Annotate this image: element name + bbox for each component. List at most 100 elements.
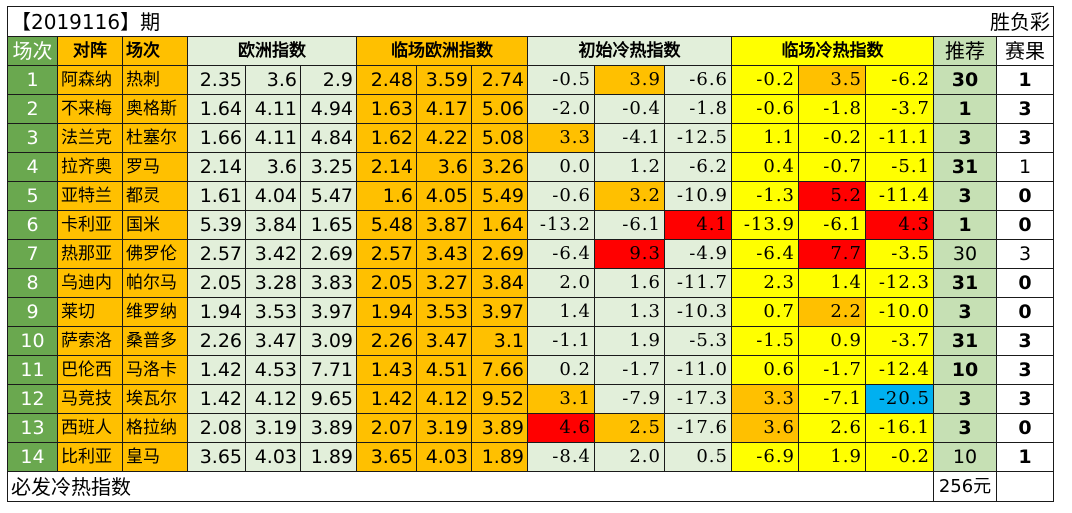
euro-odds-cell: 2.08 <box>187 413 246 443</box>
initial-hot-cell: -12.5 <box>664 123 732 153</box>
header-result: 赛果 <box>996 36 1054 66</box>
result-cell: 3 <box>996 326 1054 356</box>
live-euro-odds-cell: 4.05 <box>416 181 472 211</box>
initial-hot-cell: 3.9 <box>594 65 665 95</box>
match-index: 12 <box>7 384 58 414</box>
header-live-hot: 临场冷热指数 <box>731 36 934 66</box>
euro-odds-cell: 1.61 <box>187 181 246 211</box>
table-row: 8 乌迪内 帕尔马 2.05 3.28 3.83 2.05 3.27 3.84 2.0 1.6 -11… <box>7 268 1054 298</box>
live-euro-odds-cell: 4.22 <box>416 123 472 153</box>
live-euro-odds-cell: 1.43 <box>356 355 417 385</box>
live-euro-odds-cell: 3.1 <box>471 326 528 356</box>
live-hot-cell: -3.5 <box>865 239 934 269</box>
live-euro-odds-cell: 1.42 <box>356 384 417 414</box>
initial-hot-cell: 1.9 <box>594 326 665 356</box>
live-hot-cell: 0.4 <box>731 152 799 182</box>
initial-hot-cell: -11.0 <box>664 355 732 385</box>
live-euro-odds-cell: 2.26 <box>356 326 417 356</box>
home-team: 热那亚 <box>57 239 123 269</box>
initial-hot-cell: 4.6 <box>527 413 595 443</box>
initial-hot-cell: 0.0 <box>527 152 595 182</box>
home-team: 亚特兰 <box>57 181 123 211</box>
live-euro-odds-cell: 3.43 <box>416 239 472 269</box>
result-cell: 1 <box>996 152 1054 182</box>
initial-hot-cell: -17.3 <box>664 384 732 414</box>
live-hot-cell: 1.9 <box>798 442 866 472</box>
euro-odds-cell: 1.42 <box>187 355 246 385</box>
match-index: 13 <box>7 413 58 443</box>
recommend-cell: 31 <box>933 152 997 182</box>
away-team: 马洛卡 <box>122 355 188 385</box>
away-team: 罗马 <box>122 152 188 182</box>
initial-hot-cell: -8.4 <box>527 442 595 472</box>
result-cell: 3 <box>996 94 1054 124</box>
initial-hot-cell: -13.2 <box>527 210 595 240</box>
initial-hot-cell: -5.3 <box>664 326 732 356</box>
result-cell: 3 <box>996 239 1054 269</box>
euro-odds-cell: 4.84 <box>300 123 357 153</box>
euro-odds-cell: 3.42 <box>245 239 301 269</box>
home-team: 马竞技 <box>57 384 123 414</box>
live-euro-odds-cell: 2.14 <box>356 152 417 182</box>
euro-odds-cell: 4.11 <box>245 94 301 124</box>
lottery-name: 胜负彩 <box>933 6 1054 37</box>
result-cell: 0 <box>996 268 1054 298</box>
live-hot-cell: -16.1 <box>865 413 934 443</box>
footer-blank <box>996 471 1054 502</box>
home-team: 阿森纳 <box>57 65 123 95</box>
table-row: 11 巴伦西 马洛卡 1.42 4.53 7.71 1.43 4.51 7.66 0.2 -1.7-… <box>7 355 1054 385</box>
live-euro-odds-cell: 2.05 <box>356 268 417 298</box>
result-cell: 0 <box>996 297 1054 327</box>
header-index: 场次 <box>7 36 58 66</box>
euro-odds-cell: 4.03 <box>245 442 301 472</box>
live-hot-cell: -1.7 <box>798 355 866 385</box>
live-hot-cell: -0.6 <box>731 94 799 124</box>
live-hot-cell: -0.2 <box>865 442 934 472</box>
live-euro-odds-cell: 3.27 <box>416 268 472 298</box>
initial-hot-cell: -10.3 <box>664 297 732 327</box>
live-euro-odds-cell: 4.17 <box>416 94 472 124</box>
live-euro-odds-cell: 1.64 <box>471 210 528 240</box>
recommend-cell: 10 <box>933 442 997 472</box>
live-euro-odds-cell: 4.12 <box>416 384 472 414</box>
live-euro-odds-cell: 3.97 <box>471 297 528 327</box>
live-euro-odds-cell: 5.06 <box>471 94 528 124</box>
result-cell: 0 <box>996 210 1054 240</box>
live-euro-odds-cell: 1.62 <box>356 123 417 153</box>
initial-hot-cell: -1.7 <box>594 355 665 385</box>
live-euro-odds-cell: 3.65 <box>356 442 417 472</box>
match-index: 9 <box>7 297 58 327</box>
away-team: 都灵 <box>122 181 188 211</box>
home-team: 拉齐奥 <box>57 152 123 182</box>
recommend-cell: 30 <box>933 239 997 269</box>
euro-odds-cell: 3.65 <box>187 442 246 472</box>
initial-hot-cell: -4.9 <box>664 239 732 269</box>
initial-hot-cell: -6.2 <box>664 152 732 182</box>
live-euro-odds-cell: 5.48 <box>356 210 417 240</box>
table-row: 9 莱切 维罗纳 1.94 3.53 3.97 1.94 3.53 3.97 1.4 1.3 -10.… <box>7 297 1054 327</box>
live-hot-cell: -6.4 <box>731 239 799 269</box>
title-row: 【2019116】期 胜负彩 <box>7 6 1054 37</box>
table-row: 7 热那亚 佛罗伦 2.57 3.42 2.69 2.57 3.43 2.69 -6.4 9.3 -4… <box>7 239 1054 269</box>
home-team: 卡利亚 <box>57 210 123 240</box>
match-index: 5 <box>7 181 58 211</box>
initial-hot-cell: 1.4 <box>527 297 595 327</box>
euro-odds-cell: 2.35 <box>187 65 246 95</box>
recommend-cell: 3 <box>933 384 997 414</box>
result-cell: 1 <box>996 442 1054 472</box>
euro-odds-cell: 2.05 <box>187 268 246 298</box>
header-initial-hot: 初始冷热指数 <box>527 36 732 66</box>
euro-odds-cell: 3.09 <box>300 326 357 356</box>
initial-hot-cell: -2.0 <box>527 94 595 124</box>
live-euro-odds-cell: 3.47 <box>416 326 472 356</box>
recommend-cell: 31 <box>933 268 997 298</box>
match-index: 10 <box>7 326 58 356</box>
live-euro-odds-cell: 3.26 <box>471 152 528 182</box>
initial-hot-cell: 4.1 <box>664 210 732 240</box>
initial-hot-cell: -17.6 <box>664 413 732 443</box>
live-euro-odds-cell: 7.66 <box>471 355 528 385</box>
euro-odds-cell: 4.04 <box>245 181 301 211</box>
initial-hot-cell: -0.5 <box>527 65 595 95</box>
live-hot-cell: 2.3 <box>731 268 799 298</box>
live-hot-cell: -11.4 <box>865 181 934 211</box>
